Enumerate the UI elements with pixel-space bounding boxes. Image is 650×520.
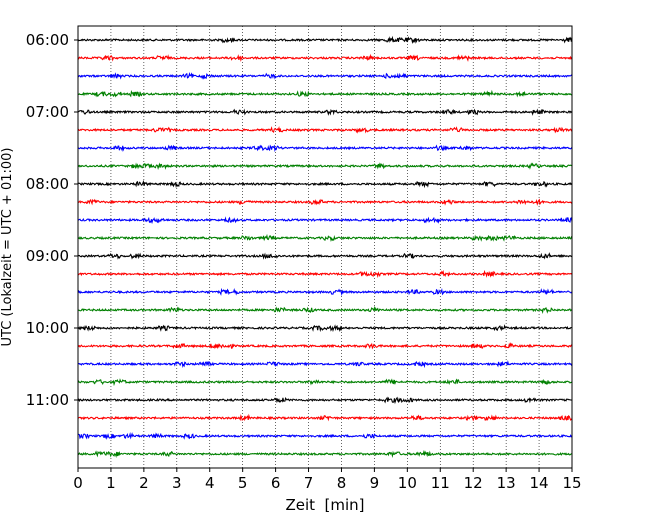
trace-1030: [77, 360, 573, 369]
trace-1045: [77, 378, 573, 387]
trace-0945: [77, 305, 573, 314]
x-tick-label: 12: [464, 474, 483, 492]
trace-0900: [77, 252, 573, 260]
trace-0730: [77, 144, 573, 153]
x-tick-label: 14: [530, 474, 549, 492]
trace-layer: [77, 35, 573, 459]
trace-1000: [77, 324, 573, 333]
x-tick-label: 2: [139, 474, 149, 492]
x-axis-ticks: 0 1 2 3 4 5 6 7 8 9 10 11 12 13 14 15: [73, 468, 582, 492]
plot-frame: [77, 25, 573, 469]
x-tick-label: 5: [238, 474, 248, 492]
trace-0615: [77, 53, 573, 62]
y-axis-ticks: 06:00 07:00 08:00 09:00 10:00 11:00: [26, 31, 78, 409]
y-tick-label: 11:00: [26, 391, 69, 409]
x-tick-label: 8: [337, 474, 347, 492]
y-axis-label: UTC (Lokalzeit = UTC + 01:00): [0, 148, 15, 347]
x-tick-label: 10: [398, 474, 417, 492]
trace-0645: [77, 89, 573, 98]
trace-0915: [77, 269, 573, 279]
x-tick-label: 1: [106, 474, 116, 492]
x-tick-label: 9: [370, 474, 380, 492]
y-tick-label: 07:00: [26, 103, 69, 121]
trace-0930: [77, 287, 573, 297]
trace-0745: [77, 162, 573, 170]
trace-1145: [77, 449, 573, 459]
y-tick-label: 06:00: [26, 31, 69, 49]
x-tick-label: 7: [304, 474, 314, 492]
trace-0845: [77, 233, 573, 243]
trace-0600: [77, 35, 573, 44]
grid-layer: [110, 26, 540, 468]
y-tick-label: 10:00: [26, 319, 69, 337]
trace-0630: [77, 72, 573, 80]
trace-1015: [77, 342, 573, 350]
y-tick-label: 09:00: [26, 247, 69, 265]
x-tick-label: 4: [205, 474, 215, 492]
trace-1100: [77, 396, 573, 405]
trace-0830: [77, 216, 573, 225]
x-tick-label: 3: [172, 474, 182, 492]
x-tick-label: 0: [73, 474, 83, 492]
x-axis-label: Zeit [min]: [285, 496, 364, 514]
trace-1130: [77, 432, 573, 440]
trace-0700: [77, 108, 573, 116]
x-tick-label: 15: [562, 474, 581, 492]
y-tick-label: 08:00: [26, 175, 69, 193]
x-tick-label: 6: [271, 474, 281, 492]
trace-0815: [77, 198, 573, 206]
trace-0800: [77, 179, 573, 189]
trace-1115: [77, 413, 573, 422]
trace-0715: [77, 126, 573, 134]
x-tick-label: 11: [431, 474, 450, 492]
x-tick-label: 13: [497, 474, 516, 492]
